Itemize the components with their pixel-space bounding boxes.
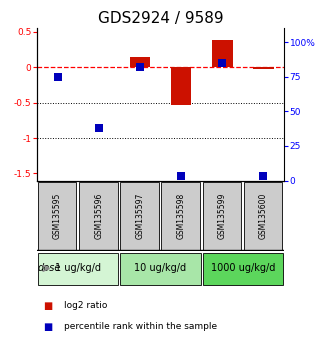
Text: ■: ■: [43, 301, 53, 311]
Text: dose: dose: [37, 263, 61, 273]
Text: ■: ■: [43, 322, 53, 332]
Bar: [130, 57, 150, 67]
Text: log2 ratio: log2 ratio: [64, 301, 108, 310]
Text: GSM135595: GSM135595: [53, 193, 62, 239]
Bar: [171, 67, 191, 105]
Text: percentile rank within the sample: percentile rank within the sample: [64, 322, 217, 331]
Bar: [244, 182, 282, 250]
Text: GSM135599: GSM135599: [218, 193, 227, 239]
Point: [261, 173, 266, 179]
Text: GSM135597: GSM135597: [135, 193, 144, 239]
Text: GSM135598: GSM135598: [177, 193, 186, 239]
Bar: [253, 67, 274, 69]
Text: 10 ug/kg/d: 10 ug/kg/d: [134, 263, 187, 273]
Bar: [161, 182, 200, 250]
Point: [137, 64, 143, 70]
Text: 1 ug/kg/d: 1 ug/kg/d: [55, 263, 101, 273]
Point: [220, 60, 225, 66]
Bar: [38, 182, 76, 250]
Bar: [38, 253, 118, 285]
Bar: [120, 182, 159, 250]
Bar: [79, 182, 118, 250]
Bar: [212, 40, 233, 67]
Text: GSM135596: GSM135596: [94, 193, 103, 239]
Text: GDS2924 / 9589: GDS2924 / 9589: [98, 11, 223, 25]
Point: [96, 125, 101, 131]
Bar: [203, 182, 241, 250]
Point: [55, 74, 60, 80]
Point: [178, 173, 184, 179]
Text: GSM135600: GSM135600: [259, 193, 268, 239]
Bar: [120, 253, 201, 285]
Bar: [203, 253, 283, 285]
Text: 1000 ug/kg/d: 1000 ug/kg/d: [211, 263, 275, 273]
